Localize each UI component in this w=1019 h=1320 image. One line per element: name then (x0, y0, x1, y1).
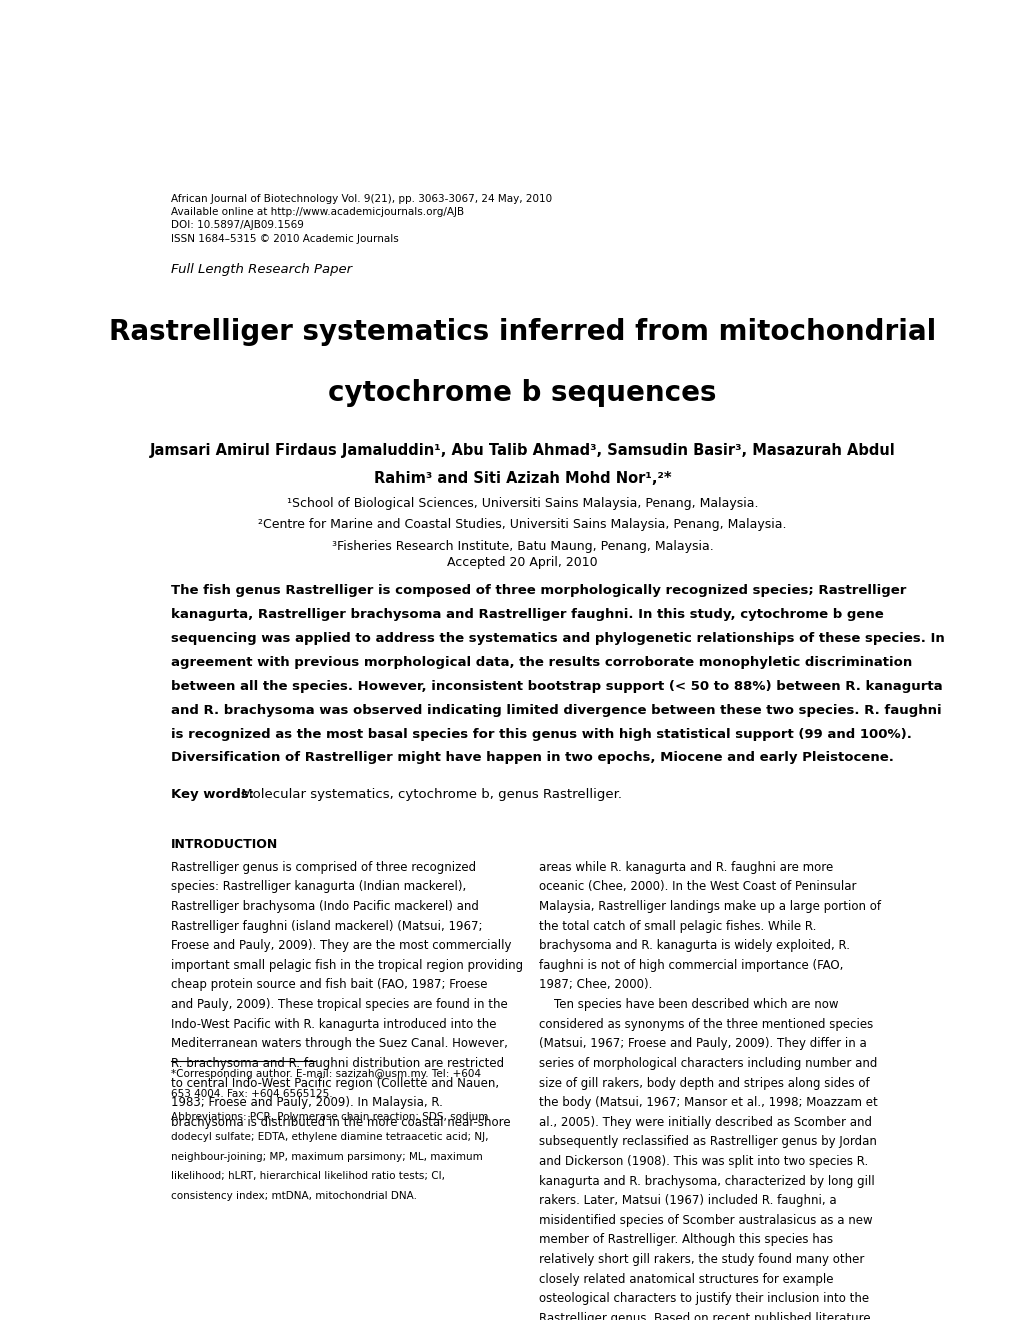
Text: Indo-West Pacific with R. kanagurta introduced into the: Indo-West Pacific with R. kanagurta intr… (171, 1018, 496, 1031)
Text: and Dickerson (1908). This was split into two species R.: and Dickerson (1908). This was split int… (538, 1155, 867, 1168)
Text: ¹School of Biological Sciences, Universiti Sains Malaysia, Penang, Malaysia.: ¹School of Biological Sciences, Universi… (286, 496, 758, 510)
Text: ³Fisheries Research Institute, Batu Maung, Penang, Malaysia.: ³Fisheries Research Institute, Batu Maun… (331, 540, 713, 553)
Text: Available online at http://www.academicjournals.org/AJB: Available online at http://www.academicj… (171, 207, 464, 218)
Text: cheap protein source and fish bait (FAO, 1987; Froese: cheap protein source and fish bait (FAO,… (171, 978, 487, 991)
Text: and R. brachysoma was observed indicating limited divergence between these two s: and R. brachysoma was observed indicatin… (171, 704, 941, 717)
Text: and Pauly, 2009). These tropical species are found in the: and Pauly, 2009). These tropical species… (171, 998, 507, 1011)
Text: 653 4004. Fax: +604 6565125.: 653 4004. Fax: +604 6565125. (171, 1089, 332, 1098)
Text: Rahim³ and Siti Azizah Mohd Nor¹,²*: Rahim³ and Siti Azizah Mohd Nor¹,²* (374, 471, 671, 487)
Text: Abbreviations: PCR, Polymerase chain reaction; SDS, sodium: Abbreviations: PCR, Polymerase chain rea… (171, 1113, 488, 1122)
Text: 1987; Chee, 2000).: 1987; Chee, 2000). (538, 978, 651, 991)
Text: likelihood; hLRT, hierarchical likelihod ratio tests; CI,: likelihood; hLRT, hierarchical likelihod… (171, 1171, 444, 1181)
Text: considered as synonyms of the three mentioned species: considered as synonyms of the three ment… (538, 1018, 872, 1031)
Text: between all the species. However, inconsistent bootstrap support (< 50 to 88%) b: between all the species. However, incons… (171, 680, 942, 693)
Text: al., 2005). They were initially described as Scomber and: al., 2005). They were initially describe… (538, 1115, 870, 1129)
Text: INTRODUCTION: INTRODUCTION (171, 838, 278, 851)
Text: R. brachysoma and R. faughni distribution are restricted: R. brachysoma and R. faughni distributio… (171, 1057, 503, 1071)
Text: African Journal of Biotechnology Vol. 9(21), pp. 3063-3067, 24 May, 2010: African Journal of Biotechnology Vol. 9(… (171, 194, 551, 205)
Text: rakers. Later, Matsui (1967) included R. faughni, a: rakers. Later, Matsui (1967) included R.… (538, 1195, 836, 1208)
Text: cytochrome b sequences: cytochrome b sequences (328, 379, 716, 407)
Text: *Corresponding author. E-mail: sazizah@usm.my. Tel: +604: *Corresponding author. E-mail: sazizah@u… (171, 1069, 481, 1078)
Text: Full Length Research Paper: Full Length Research Paper (171, 263, 352, 276)
Text: the body (Matsui, 1967; Mansor et al., 1998; Moazzam et: the body (Matsui, 1967; Mansor et al., 1… (538, 1096, 876, 1109)
Text: misidentified species of Scomber australasicus as a new: misidentified species of Scomber austral… (538, 1214, 871, 1226)
Text: agreement with previous morphological data, the results corroborate monophyletic: agreement with previous morphological da… (171, 656, 911, 669)
Text: Froese and Pauly, 2009). They are the most commercially: Froese and Pauly, 2009). They are the mo… (171, 940, 511, 952)
Text: areas while R. kanagurta and R. faughni are more: areas while R. kanagurta and R. faughni … (538, 861, 832, 874)
Text: (Matsui, 1967; Froese and Pauly, 2009). They differ in a: (Matsui, 1967; Froese and Pauly, 2009). … (538, 1038, 865, 1051)
Text: to central Indo-West Pacific region (Collette and Nauen,: to central Indo-West Pacific region (Col… (171, 1077, 498, 1089)
Text: Accepted 20 April, 2010: Accepted 20 April, 2010 (447, 556, 597, 569)
Text: oceanic (Chee, 2000). In the West Coast of Peninsular: oceanic (Chee, 2000). In the West Coast … (538, 880, 855, 894)
Text: subsequently reclassified as Rastrelliger genus by Jordan: subsequently reclassified as Rastrellige… (538, 1135, 875, 1148)
Text: the total catch of small pelagic fishes. While R.: the total catch of small pelagic fishes.… (538, 920, 815, 933)
Text: brachysoma and R. kanagurta is widely exploited, R.: brachysoma and R. kanagurta is widely ex… (538, 940, 849, 952)
Text: The fish genus Rastrelliger is composed of three morphologically recognized spec: The fish genus Rastrelliger is composed … (171, 585, 906, 597)
Text: Mediterranean waters through the Suez Canal. However,: Mediterranean waters through the Suez Ca… (171, 1038, 507, 1051)
Text: consistency index; mtDNA, mitochondrial DNA.: consistency index; mtDNA, mitochondrial … (171, 1191, 417, 1201)
Text: faughni is not of high commercial importance (FAO,: faughni is not of high commercial import… (538, 958, 842, 972)
Text: brachysoma is distributed in the more coastal near-shore: brachysoma is distributed in the more co… (171, 1115, 511, 1129)
Text: Rastrelliger brachysoma (Indo Pacific mackerel) and: Rastrelliger brachysoma (Indo Pacific ma… (171, 900, 478, 913)
Text: neighbour-joining; MP, maximum parsimony; ML, maximum: neighbour-joining; MP, maximum parsimony… (171, 1151, 482, 1162)
Text: Diversification of Rastrelliger might have happen in two epochs, Miocene and ear: Diversification of Rastrelliger might ha… (171, 751, 893, 764)
Text: sequencing was applied to address the systematics and phylogenetic relationships: sequencing was applied to address the sy… (171, 632, 944, 645)
Text: member of Rastrelliger. Although this species has: member of Rastrelliger. Although this sp… (538, 1233, 832, 1246)
Text: Ten species have been described which are now: Ten species have been described which ar… (538, 998, 838, 1011)
Text: kanagurta, Rastrelliger brachysoma and Rastrelliger faughni. In this study, cyto: kanagurta, Rastrelliger brachysoma and R… (171, 609, 882, 622)
Text: Rastrelliger genus. Based on recent published literature,: Rastrelliger genus. Based on recent publ… (538, 1312, 873, 1320)
Text: dodecyl sulfate; EDTA, ethylene diamine tetraacetic acid; NJ,: dodecyl sulfate; EDTA, ethylene diamine … (171, 1133, 488, 1142)
Text: ²Centre for Marine and Coastal Studies, Universiti Sains Malaysia, Penang, Malay: ²Centre for Marine and Coastal Studies, … (258, 519, 787, 531)
Text: ISSN 1684–5315 © 2010 Academic Journals: ISSN 1684–5315 © 2010 Academic Journals (171, 234, 398, 244)
Text: is recognized as the most basal species for this genus with high statistical sup: is recognized as the most basal species … (171, 727, 911, 741)
Text: important small pelagic fish in the tropical region providing: important small pelagic fish in the trop… (171, 958, 523, 972)
Text: Key words:: Key words: (171, 788, 254, 800)
Text: relatively short gill rakers, the study found many other: relatively short gill rakers, the study … (538, 1253, 863, 1266)
Text: Malaysia, Rastrelliger landings make up a large portion of: Malaysia, Rastrelliger landings make up … (538, 900, 879, 913)
Text: series of morphological characters including number and: series of morphological characters inclu… (538, 1057, 876, 1071)
Text: DOI: 10.5897/AJB09.1569: DOI: 10.5897/AJB09.1569 (171, 220, 304, 231)
Text: Rastrelliger systematics inferred from mitochondrial: Rastrelliger systematics inferred from m… (109, 318, 935, 346)
Text: closely related anatomical structures for example: closely related anatomical structures fo… (538, 1272, 833, 1286)
Text: Rastrelliger faughni (island mackerel) (Matsui, 1967;: Rastrelliger faughni (island mackerel) (… (171, 920, 482, 933)
Text: osteological characters to justify their inclusion into the: osteological characters to justify their… (538, 1292, 868, 1305)
Text: species: Rastrelliger kanagurta (Indian mackerel),: species: Rastrelliger kanagurta (Indian … (171, 880, 466, 894)
Text: Jamsari Amirul Firdaus Jamaluddin¹, Abu Talib Ahmad³, Samsudin Basir³, Masazurah: Jamsari Amirul Firdaus Jamaluddin¹, Abu … (150, 444, 895, 458)
Text: kanagurta and R. brachysoma, characterized by long gill: kanagurta and R. brachysoma, characteriz… (538, 1175, 873, 1188)
Text: 1983; Froese and Pauly, 2009). In Malaysia, R.: 1983; Froese and Pauly, 2009). In Malays… (171, 1096, 442, 1109)
Text: Rastrelliger genus is comprised of three recognized: Rastrelliger genus is comprised of three… (171, 861, 476, 874)
Text: size of gill rakers, body depth and stripes along sides of: size of gill rakers, body depth and stri… (538, 1077, 868, 1089)
Text: Molecular systematics, cytochrome b, genus Rastrelliger.: Molecular systematics, cytochrome b, gen… (236, 788, 621, 800)
